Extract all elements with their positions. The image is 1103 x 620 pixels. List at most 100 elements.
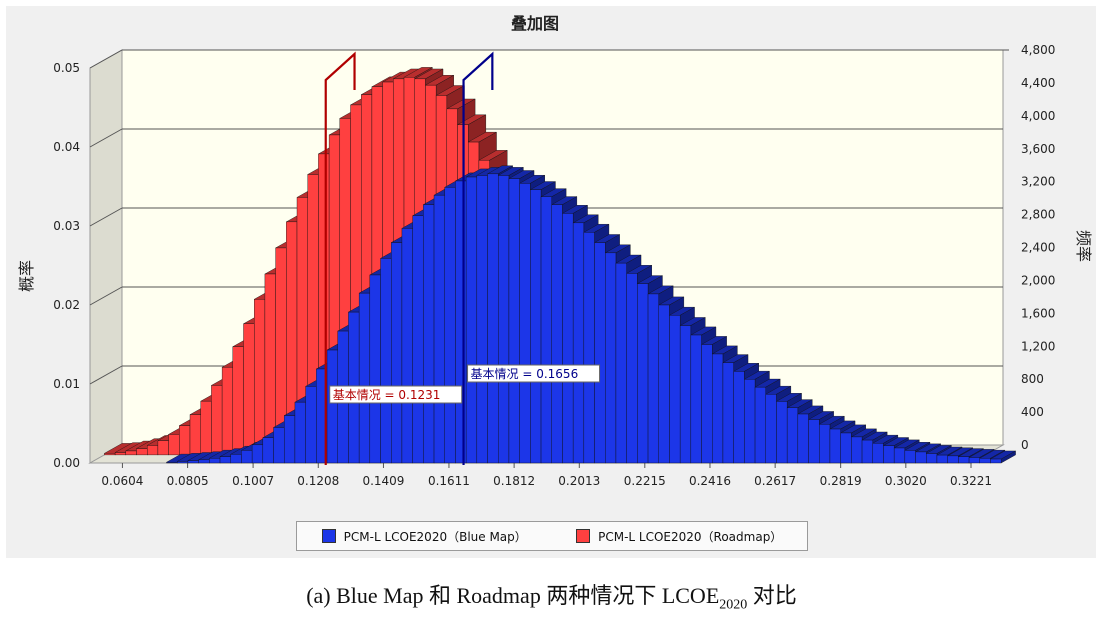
bar-blue-map (926, 453, 938, 464)
bar-blue-map (358, 292, 371, 464)
bar-roadmap (125, 450, 137, 456)
bar-roadmap (189, 414, 201, 456)
bar-blue-map (423, 204, 435, 464)
bar-roadmap (104, 453, 116, 456)
bar-blue-map (380, 258, 392, 464)
y-left-tick-label: 0.00 (53, 456, 80, 470)
plot-left-wall (89, 49, 123, 464)
bar-blue-map (776, 401, 788, 464)
bar-blue-map (433, 194, 445, 464)
bar-blue-map (230, 454, 242, 464)
marker-label-box-roadmap (329, 385, 463, 404)
bar-blue-map (498, 175, 510, 464)
bar-blue-map (369, 274, 381, 464)
y-right-tick-label: 0 (1021, 438, 1029, 452)
bar-roadmap (157, 440, 169, 456)
x-tick-label: 0.2013 (558, 474, 600, 488)
y-right-tick-label: 400 (1021, 405, 1044, 419)
bar-blue-map (476, 175, 488, 464)
bar-blue-map (241, 450, 253, 464)
x-tick-label: 0.1812 (493, 474, 535, 488)
y-left-tick-label: 0.03 (53, 219, 80, 233)
bar-blue-map (530, 189, 542, 464)
bar-blue-map (829, 428, 841, 464)
marker-line-blue-map (462, 51, 494, 465)
bar-roadmap (200, 400, 212, 456)
bar-blue-map (551, 204, 563, 464)
bar-blue-map (326, 349, 338, 464)
legend-label-roadmap: PCM-L LCOE2020（Roadmap） (598, 529, 783, 544)
bar-blue-map (690, 334, 702, 464)
y-left-tick-label: 0.02 (53, 298, 80, 312)
y-right-tick-label: 3,600 (1021, 142, 1055, 156)
x-tick-label: 0.1611 (428, 474, 470, 488)
bar-blue-map (990, 458, 1002, 464)
marker-label-roadmap: 基本情况 = 0.1231 (333, 388, 441, 402)
y-left-tick-label: 0.05 (53, 61, 80, 75)
bar-roadmap (114, 452, 127, 456)
caption-subscript: 2020 (719, 597, 748, 613)
y-right-tick-label: 2,400 (1021, 241, 1055, 255)
bar-roadmap (243, 323, 255, 456)
y-right-tick-label: 3,200 (1021, 175, 1055, 189)
bar-blue-map (615, 262, 627, 464)
bar-blue-map (765, 394, 777, 464)
x-tick-label: 0.2416 (689, 474, 731, 488)
bar-blue-map (722, 362, 734, 464)
x-tick-label: 0.1208 (297, 474, 339, 488)
bar-blue-map (904, 450, 916, 464)
bar-blue-map (401, 228, 413, 464)
x-tick-label: 0.1409 (362, 474, 404, 488)
bar-blue-map (487, 173, 499, 464)
bar-blue-map (968, 457, 980, 464)
bar-blue-map (219, 456, 231, 464)
bar-roadmap (221, 367, 234, 456)
gridline-side (89, 365, 123, 385)
legend-swatch-blue (321, 529, 336, 543)
bar-blue-map (979, 458, 991, 464)
bar-blue-map (647, 293, 659, 464)
chart-frame: 叠加图 0.00 0.01 0.02 0.03 0.04 0.05 0 400 800 1,200 1… (6, 6, 1096, 558)
bar-blue-map (412, 215, 424, 464)
bar-blue-map (444, 187, 456, 464)
bar-blue-map (883, 445, 895, 464)
x-tick-label: 0.3221 (950, 474, 992, 488)
bar-blue-map (958, 456, 970, 464)
bar-roadmap (179, 425, 191, 456)
legend-swatch-red (576, 529, 591, 543)
y-right-tick-label: 2,800 (1021, 208, 1055, 222)
bar-blue-map (872, 443, 884, 464)
bar-roadmap (211, 385, 223, 456)
y-right-tick-label: 2,000 (1021, 273, 1055, 287)
x-tick-label: 0.1007 (232, 474, 274, 488)
bar-blue-map (936, 454, 948, 464)
bar-blue-map (797, 413, 809, 464)
gridline-side (89, 128, 123, 148)
figure-caption: (a) Blue Map 和 Roadmap 两种情况下 LCOE2020 对比 (0, 578, 1103, 613)
x-tick-label: 0.0805 (167, 474, 209, 488)
bar-blue-map (187, 460, 199, 464)
bar-blue-map (605, 252, 617, 464)
bar-blue-map (262, 437, 274, 464)
bar-blue-map (744, 379, 756, 464)
y-left-axis-label: 概率 (17, 260, 36, 292)
y-right-tick-label: 1,600 (1021, 306, 1055, 320)
x-tick-label: 0.3020 (885, 474, 927, 488)
bar-blue-map (861, 439, 873, 464)
bar-blue-map (669, 315, 681, 464)
bar-blue-map (177, 461, 189, 464)
x-tick-label: 0.2617 (754, 474, 796, 488)
bar-blue-map (851, 436, 863, 464)
bar-blue-map (594, 242, 606, 464)
bar-blue-map (840, 432, 852, 464)
bar-blue-map (540, 196, 552, 464)
gridline-side (89, 207, 123, 227)
bar-roadmap (168, 434, 180, 456)
x-tick-label: 0.2215 (624, 474, 666, 488)
bar-blue-map (508, 178, 520, 464)
y-right-tick-label: 4,400 (1021, 76, 1055, 90)
caption-tail: 对比 (747, 583, 797, 608)
bar-blue-map (637, 283, 649, 464)
y-right-axis-label: 频率 (1074, 230, 1093, 262)
chart-title: 叠加图 (511, 14, 559, 33)
